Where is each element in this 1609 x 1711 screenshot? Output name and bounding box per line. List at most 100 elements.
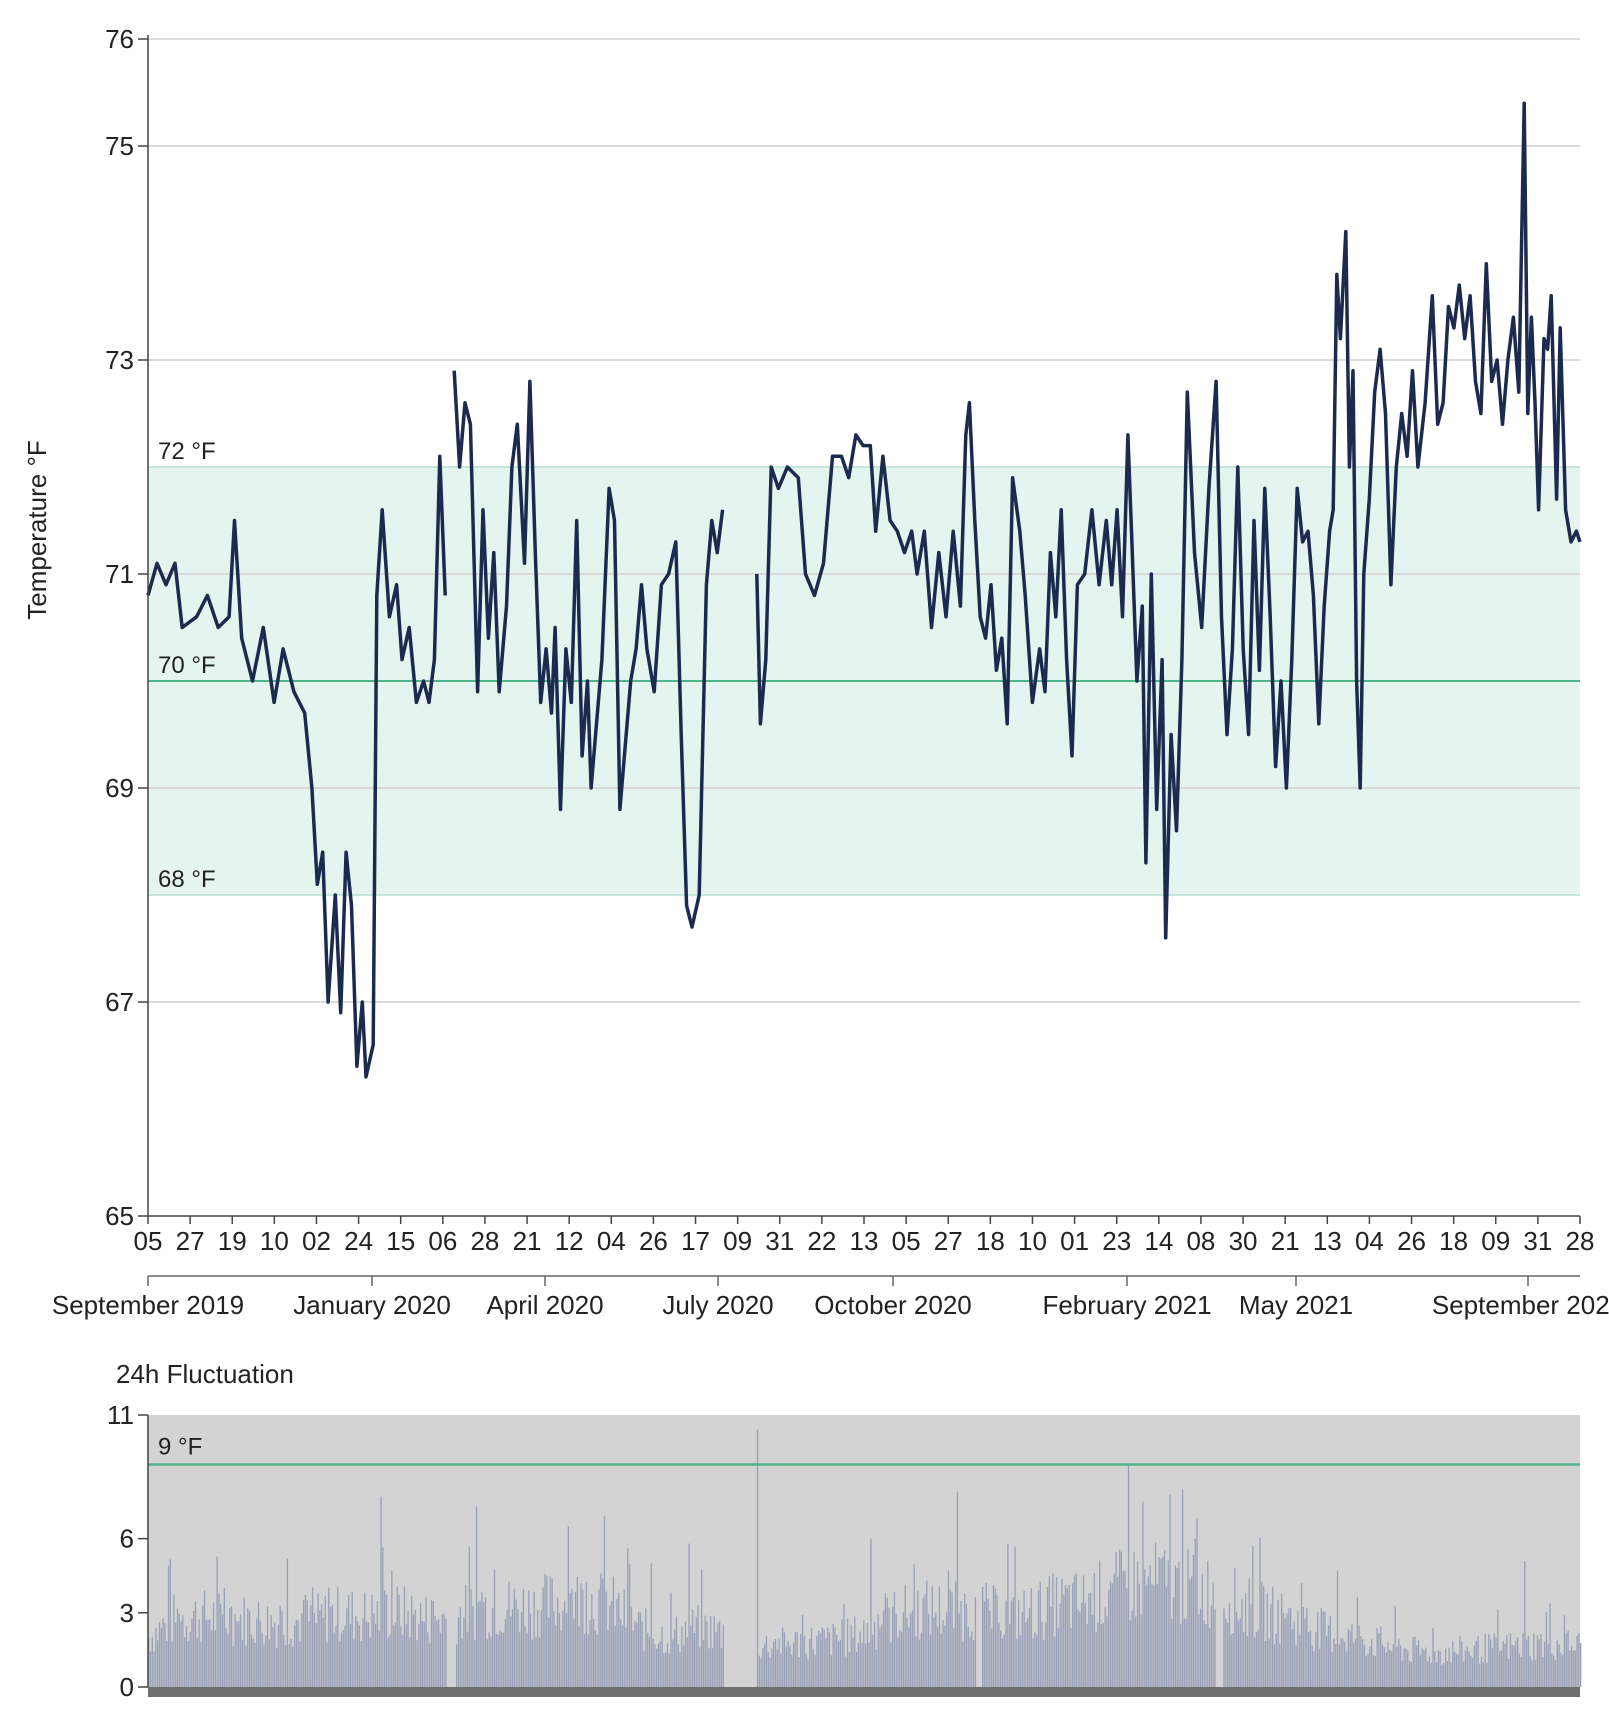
fluctuation-bar: [591, 1593, 593, 1687]
fluctuation-bar: [1304, 1618, 1306, 1687]
fluctuation-bar: [531, 1639, 534, 1687]
fluctuation-bar: [1201, 1574, 1204, 1687]
fluctuation-bar: [169, 1559, 171, 1687]
x-day-tick-label: 09: [723, 1226, 752, 1256]
x-day-tick-label: 22: [807, 1226, 836, 1256]
month-tick-label: May 2021: [1239, 1290, 1353, 1320]
fluctuation-bar: [670, 1592, 672, 1687]
fluctuation-bar: [194, 1601, 197, 1687]
fluctuation-bar: [1486, 1662, 1488, 1687]
fluctuation-bar: [690, 1625, 692, 1687]
fluctuation-bar: [1417, 1640, 1420, 1687]
fluctuation-bar: [962, 1641, 964, 1687]
x-day-tick-label: 02: [302, 1226, 331, 1256]
fluctuation-bar: [1037, 1590, 1040, 1687]
fluctuation-bar: [257, 1602, 260, 1687]
fluctuation-bar: [342, 1629, 344, 1687]
fluctuation-bar: [441, 1614, 443, 1687]
fluctuation-bar: [1018, 1600, 1020, 1687]
fluctuation-bar: [1479, 1663, 1481, 1687]
fluctuation-bar: [254, 1643, 256, 1687]
fluctuation-bar: [709, 1616, 712, 1687]
fluctuation-bar: [326, 1642, 328, 1687]
fluctuation-bar: [1461, 1641, 1463, 1687]
fluctuation-bar: [810, 1628, 813, 1687]
fluctuation-bar: [394, 1622, 397, 1687]
fluctuation-bar: [1354, 1639, 1357, 1687]
fluctuation-bar: [1084, 1602, 1086, 1687]
fluctuation-bar: [495, 1634, 497, 1687]
fluctuation-bar: [717, 1623, 719, 1687]
fluctuation-bar: [569, 1593, 571, 1687]
fluctuation-bar: [1187, 1549, 1189, 1687]
fluctuation-bar: [1034, 1632, 1036, 1687]
fluctuation-bar: [1419, 1654, 1422, 1687]
fluctuation-bar: [1117, 1576, 1119, 1687]
fluctuation-bar: [1028, 1608, 1031, 1687]
main-axes: [138, 35, 1581, 1286]
reference-line-label: 70 °F: [158, 652, 216, 679]
fluctuation-bar: [1266, 1593, 1268, 1687]
fluctuation-bar: [1234, 1568, 1236, 1687]
fluctuation-bar: [292, 1647, 294, 1687]
fluctuation-bar: [364, 1592, 366, 1687]
x-day-tick-label: 31: [765, 1226, 794, 1256]
fluctuation-bar: [1032, 1638, 1034, 1687]
fluctuation-bar: [1241, 1598, 1243, 1687]
fluctuation-bar: [250, 1634, 253, 1687]
x-day-tick-label: 05: [892, 1226, 921, 1256]
fluctuation-bar: [711, 1647, 714, 1687]
fluctuation-bar: [843, 1604, 845, 1687]
fluctuation-bar: [895, 1613, 897, 1687]
fluctuation-bar: [479, 1600, 481, 1687]
fluctuation-bar: [256, 1618, 258, 1687]
fluctuation-bar: [634, 1621, 636, 1687]
fluctuation-bar: [836, 1634, 838, 1687]
fluctuation-bar: [1363, 1644, 1366, 1687]
fluctuation-bar: [207, 1620, 209, 1687]
fluctuation-bar: [641, 1621, 643, 1687]
fluctuation-bar: [324, 1595, 326, 1687]
fluctuation-bar: [648, 1637, 651, 1687]
fluctuation-bar: [1275, 1634, 1277, 1687]
fluctuation-bar: [1003, 1634, 1005, 1687]
fluctuation-bar: [713, 1616, 715, 1687]
fluctuation-bar: [1093, 1572, 1096, 1687]
fluctuation-bar: [160, 1628, 162, 1687]
fluctuation-bar: [1358, 1625, 1360, 1687]
fluctuation-bar: [1423, 1650, 1425, 1687]
x-day-tick-label: 15: [386, 1226, 415, 1256]
fluctuation-bar: [1425, 1647, 1427, 1687]
fluctuation-chart-title: 24h Fluctuation: [116, 1359, 294, 1389]
x-day-tick-label: 13: [850, 1226, 879, 1256]
fluctuation-bar: [580, 1583, 582, 1687]
x-day-tick-label: 27: [934, 1226, 963, 1256]
fluctuation-bar: [610, 1601, 613, 1687]
fluctuation-bar: [540, 1610, 543, 1687]
fluctuation-bar: [302, 1599, 305, 1687]
fluctuation-bar: [845, 1656, 847, 1687]
fluctuation-bar: [1169, 1494, 1171, 1687]
fluctuation-y-tick-label: 11: [107, 1400, 134, 1430]
fluctuation-bar: [990, 1628, 993, 1687]
fluctuation-bar: [502, 1632, 505, 1687]
fluctuation-bar: [971, 1631, 973, 1687]
fluctuation-bar: [1284, 1618, 1286, 1687]
fluctuation-bar: [317, 1593, 319, 1687]
fluctuation-bar: [983, 1601, 986, 1687]
fluctuation-bar: [209, 1619, 211, 1687]
temperature-series: [146, 101, 1582, 1079]
fluctuation-bar: [1048, 1576, 1050, 1687]
fluctuation-bar: [1057, 1628, 1059, 1687]
fluctuation-bar: [1162, 1556, 1164, 1687]
fluctuation-bar: [1344, 1642, 1346, 1687]
fluctuation-bar: [346, 1608, 348, 1687]
month-tick-label: October 2020: [814, 1290, 972, 1320]
fluctuation-bar: [1522, 1633, 1524, 1687]
fluctuation-bar: [681, 1626, 683, 1687]
fluctuation-bar: [1225, 1618, 1227, 1687]
fluctuation-bar: [1228, 1603, 1231, 1687]
x-day-tick-label: 18: [1439, 1226, 1468, 1256]
fluctuation-bar: [803, 1635, 806, 1687]
fluctuation-bar: [623, 1589, 625, 1687]
